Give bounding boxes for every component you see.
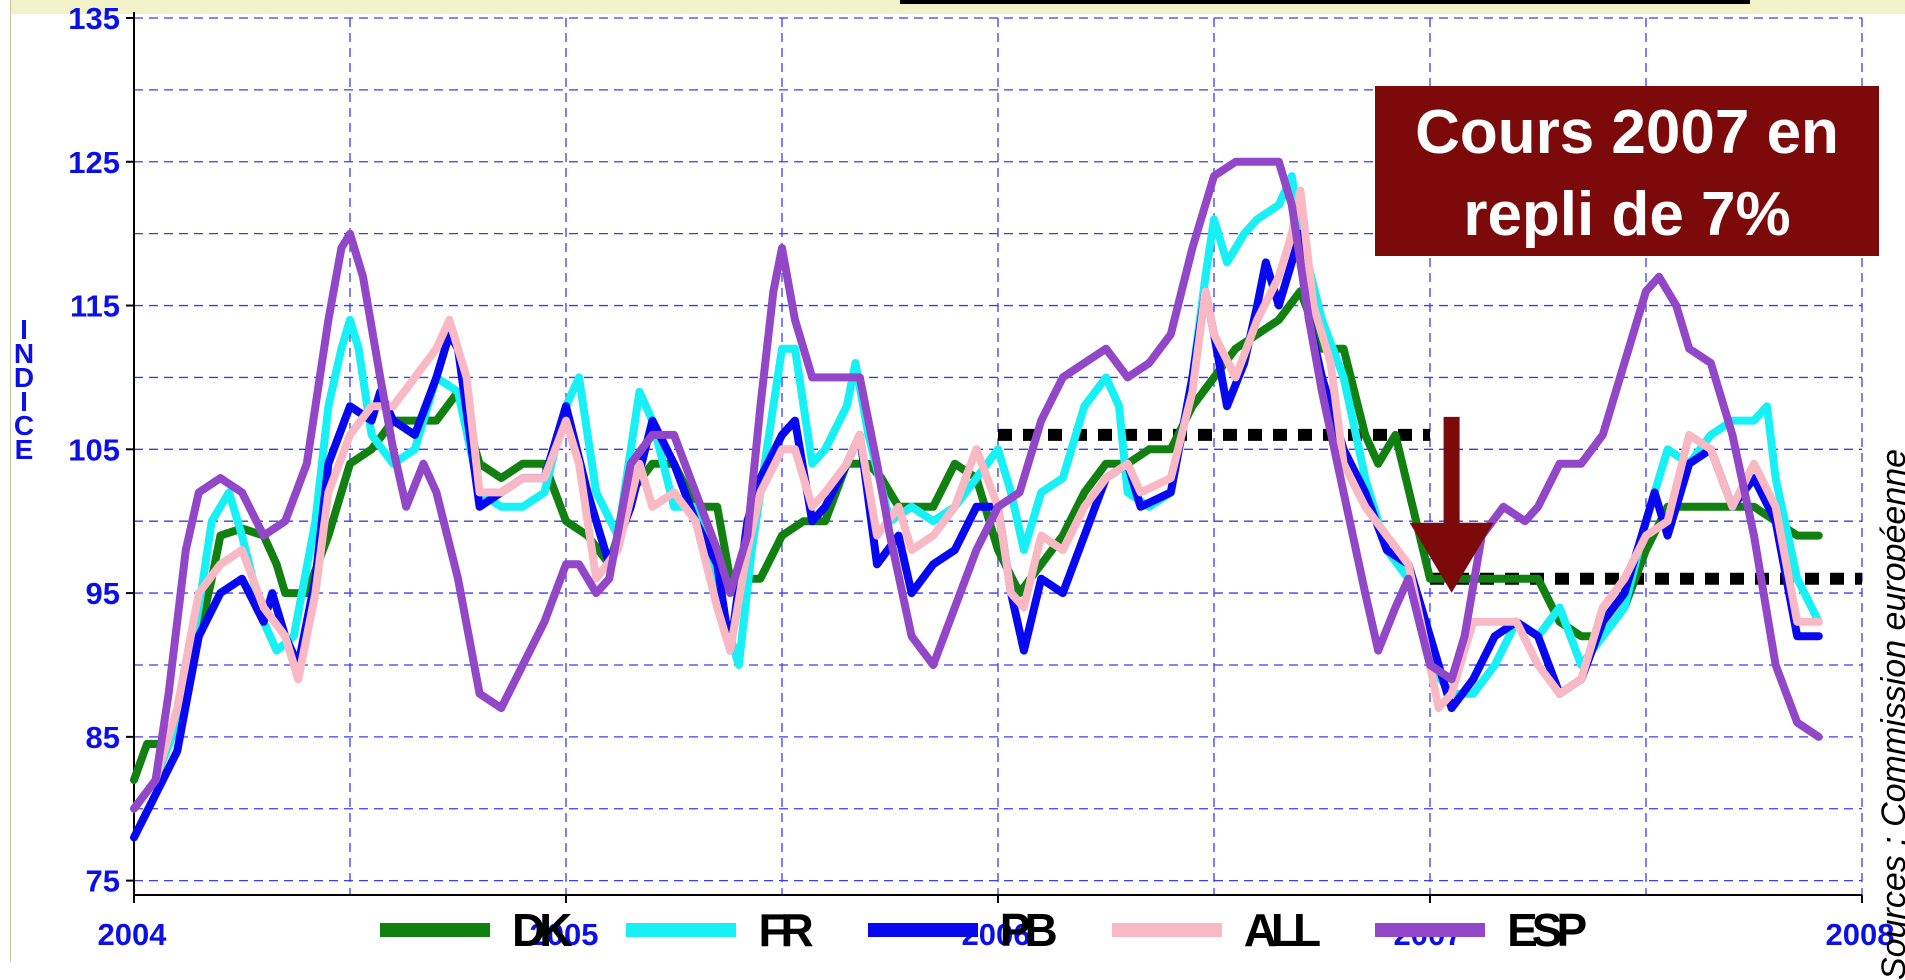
axes [126,12,1863,903]
legend-label-fr: FR [758,904,813,956]
legend-swatch-all [1111,923,1222,937]
y-tick-labels: 75 85 95 105 115 125 135 [68,1,120,899]
legend-item-dk: DK [380,903,573,957]
legend-item-esp: ESP [1375,903,1587,957]
legend: DK FR PB ALL ESP [380,900,1600,960]
y-axis-label-letter: N [13,338,35,369]
y-axis-label-letter: I [20,314,28,345]
y-axis-label-letter: I [20,386,28,417]
legend-item-pb: PB [867,903,1058,957]
x-tick-label-2008: 2008 [1826,917,1895,952]
y-axis-label-letter: D [13,362,35,393]
title-underline [900,0,1750,4]
annotation-text: Cours 2007 en repli de 7% [1415,98,1839,249]
left-strip [0,0,11,962]
series-line-esp [130,157,1823,813]
legend-swatch-esp [1375,923,1486,937]
legend-item-fr: FR [626,903,814,957]
x-tick-labels: 20042005200620072008 [98,917,1895,952]
y-tick-label-115: 115 [70,289,120,324]
decline-arrow [1409,416,1494,593]
series-line-all [130,186,1823,813]
x-tick-label-2004: 2004 [98,917,168,952]
y-axis-label-letter: C [13,410,35,441]
y-tick-label-95: 95 [86,576,120,611]
legend-label-all: ALL [1243,904,1321,956]
legend-label-pb: PB [999,904,1058,956]
x-tick-label-2005: 2005 [530,917,599,952]
y-tick-label-105: 105 [68,432,120,467]
legend-item-all: ALL [1111,903,1321,957]
series-line-pb [130,229,1823,842]
source-note: Sources : Commission européenne [1875,448,1905,980]
y-tick-label-85: 85 [86,720,120,755]
series-lines [130,157,1823,842]
annotation-box: Cours 2007 en repli de 7% [1375,86,1879,256]
arrow-head [1409,522,1494,593]
y-tick-label-125: 125 [68,145,120,180]
y-tick-label-75: 75 [86,864,120,899]
y-tick-label-135: 135 [68,1,120,36]
legend-swatch-fr [626,923,737,937]
legend-label-dk: DK [512,904,573,956]
series-line-dk [130,287,1823,784]
legend-swatch-dk [380,923,490,937]
y-axis-label-letter: E [14,434,34,465]
legend-swatch-pb [867,923,978,937]
series-line-fr [130,172,1823,813]
legend-label-esp: ESP [1507,904,1587,956]
